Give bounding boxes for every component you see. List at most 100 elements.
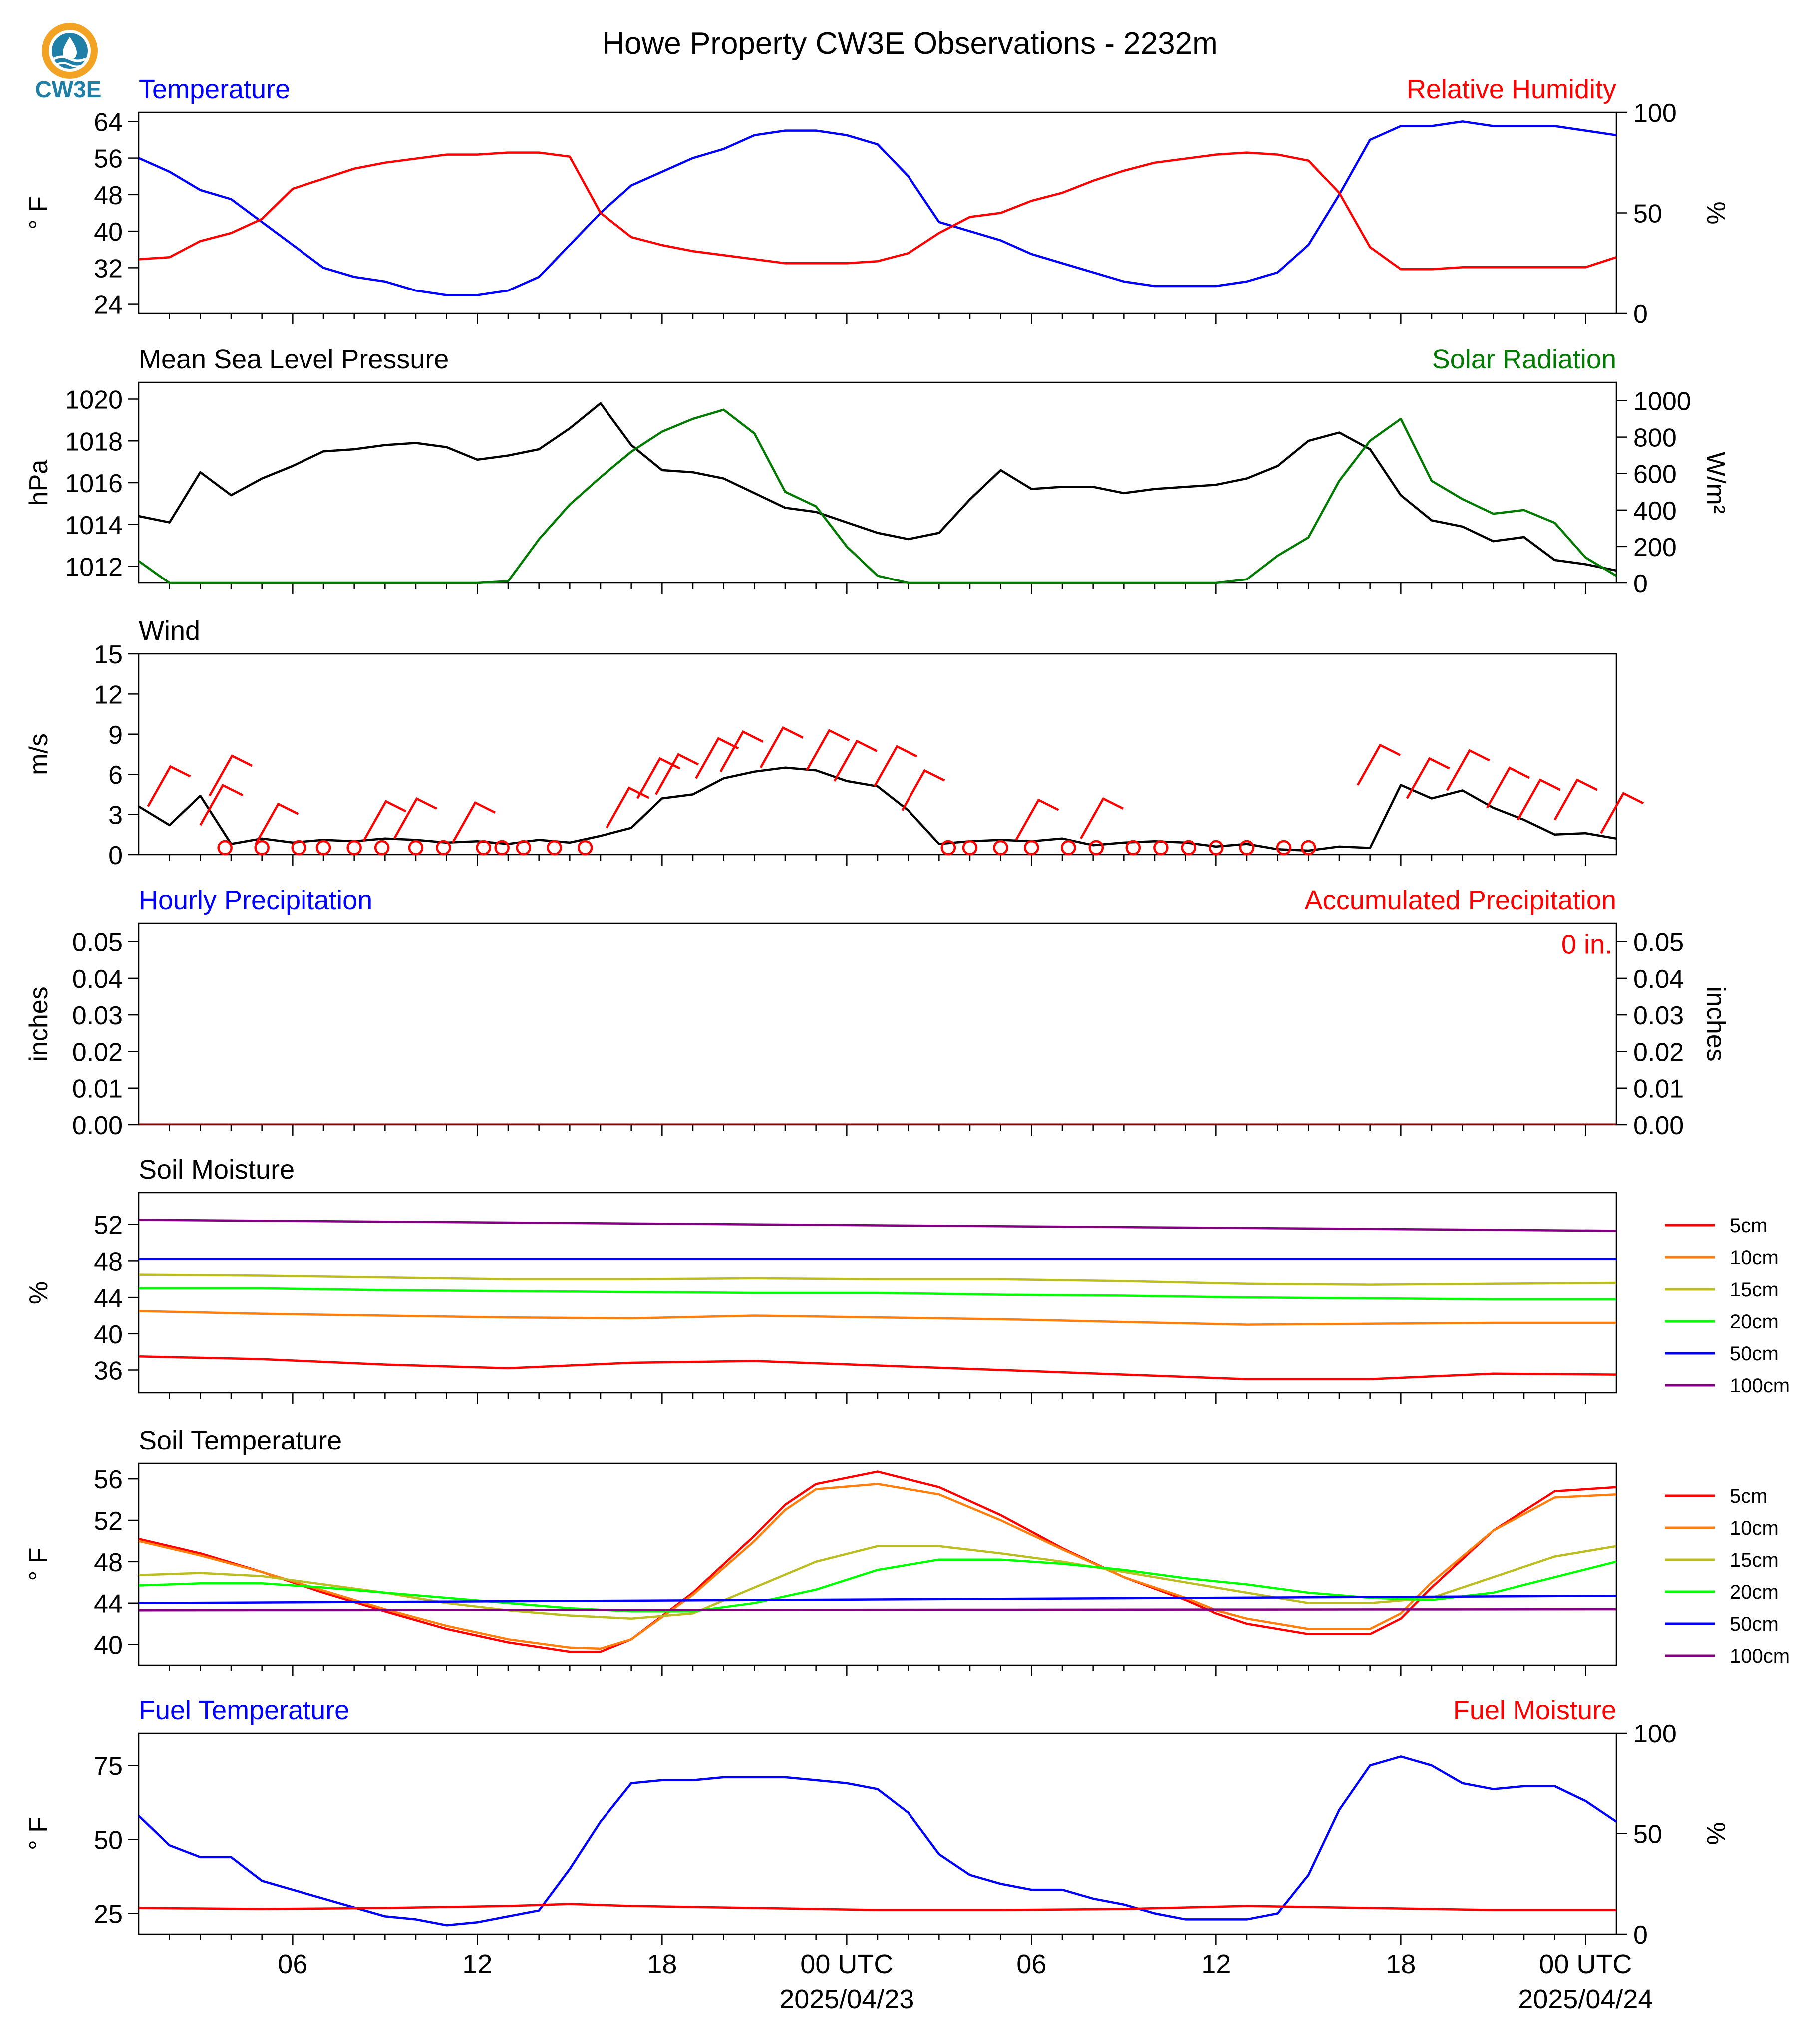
calm-circle [993, 840, 1008, 856]
panel-title-right: Relative Humidity [1407, 74, 1616, 104]
y-tick-label-left: 1016 [65, 469, 123, 498]
series-line-5cm [138, 1470, 1617, 1653]
y-tick-label-left: 48 [94, 1247, 123, 1276]
wind-barb [695, 737, 739, 779]
wind-barb [606, 786, 650, 829]
calm-circle [1209, 840, 1224, 856]
y-tick-label-left: 1014 [65, 511, 123, 540]
y-tick-label-left: 56 [94, 145, 123, 174]
x-tick-label: 00 UTC [800, 1949, 893, 1979]
chart-title: Howe Property CW3E Observations - 2232m [602, 26, 1218, 61]
y-tick-label-right: 0.02 [1633, 1038, 1684, 1067]
series-line-100cm [138, 1608, 1617, 1612]
panel-title-right: Fuel Moisture [1453, 1695, 1616, 1725]
legend-label-100cm: 100cm [1730, 1645, 1790, 1667]
y-tick-label-right: 800 [1633, 424, 1677, 453]
y-tick-label-right: 0 [1633, 1921, 1648, 1950]
wind-barb [806, 729, 850, 771]
y-tick-label-left: 24 [94, 291, 123, 320]
wind-barb [1600, 792, 1644, 834]
calm-circle [940, 840, 956, 856]
y-tick-label-left: 40 [94, 218, 123, 247]
y-tick-label-left: 64 [94, 108, 123, 137]
y-tick-label-left: 1012 [65, 553, 123, 582]
calm-circle [547, 840, 562, 856]
panel-soil_moisture: Soil Moisture 52 48 44 40 36% 5cm 10cm 15cm 20cm 5… [24, 1155, 1790, 1404]
y-tick-label-right: 0.03 [1633, 1001, 1684, 1030]
y-axis-label-left: m/s [24, 733, 53, 775]
y-axis-label-left: ° F [24, 1817, 53, 1850]
x-tick-label: 06 [278, 1949, 307, 1979]
y-tick-label-left: 1020 [65, 386, 123, 415]
calm-circle [577, 840, 593, 856]
series-line [138, 1755, 1617, 1927]
panel-title-left: Wind [139, 616, 200, 646]
legend-label-5cm: 5cm [1730, 1215, 1768, 1237]
wind-barb [393, 797, 437, 839]
calm-circle [494, 840, 510, 856]
y-tick-label-left: 56 [94, 1465, 123, 1494]
y-tick-label-right: 600 [1633, 460, 1677, 489]
wind-barb [1406, 757, 1450, 799]
y-tick-label-right: 0 [1633, 300, 1648, 329]
calm-circle [1276, 840, 1292, 856]
calm-circle [1239, 840, 1255, 856]
panel-title-right: Solar Radiation [1432, 344, 1616, 374]
y-tick-label-left: 15 [94, 640, 123, 669]
y-axis-label-right: % [1701, 1822, 1730, 1845]
y-tick-label-left: 0.02 [72, 1038, 123, 1067]
y-tick-label-left: 48 [94, 181, 123, 210]
y-tick-label-left: 36 [94, 1357, 123, 1386]
series-line [138, 1903, 1616, 1911]
panel-temperature_rh: Temperature Relative Humidity 64 56 48 40 32 24… [24, 74, 1730, 329]
panel-title-left: Soil Temperature [139, 1426, 342, 1455]
panel-title-right: Accumulated Precipitation [1305, 885, 1616, 915]
panel-title-left: Temperature [139, 74, 290, 104]
wind-barb [208, 754, 253, 797]
wind-barb [1486, 766, 1530, 809]
plot-frame [138, 1732, 1617, 1935]
y-tick-label-left: 52 [94, 1507, 123, 1536]
legend-label-50cm: 50cm [1730, 1613, 1779, 1635]
panel-soil_temperature: Soil Temperature 56 52 48 44 40 ° F 5cm 10cm 15cm… [24, 1426, 1790, 1676]
series-line [138, 151, 1617, 271]
panel-title-left: Soil Moisture [139, 1155, 295, 1185]
x-tick-label: 18 [1386, 1949, 1416, 1979]
y-axis-label-right: % [1701, 201, 1730, 224]
y-axis-label-left: inches [24, 986, 53, 1061]
y-tick-label-left: 50 [94, 1826, 123, 1855]
y-tick-label-left: 0 [108, 841, 123, 870]
wind-barb [1553, 778, 1598, 821]
y-tick-label-left: 25 [94, 1900, 123, 1929]
y-tick-label-left: 9 [108, 721, 123, 750]
wind-barb [873, 745, 917, 787]
series-line-5cm [138, 1355, 1617, 1380]
legend-label-100cm: 100cm [1730, 1375, 1790, 1397]
legend-label-10cm: 10cm [1730, 1247, 1779, 1269]
y-tick-label-right: 0.04 [1633, 965, 1684, 994]
legend-label-15cm: 15cm [1730, 1279, 1779, 1301]
calm-circle [476, 840, 491, 856]
cw3e-logo-text: CW3E [35, 76, 102, 102]
calm-circle [346, 840, 362, 856]
panel-precipitation: Hourly Precipitation Accumulated Precipit… [24, 885, 1730, 1140]
y-axis-label-right: W/m² [1701, 452, 1730, 514]
x-date-label: 2025/04/24 [1518, 1984, 1653, 2014]
y-axis-label-right: inches [1701, 986, 1730, 1061]
wind-barb [655, 753, 699, 795]
y-tick-label-left: 1018 [65, 427, 123, 456]
calm-circle [254, 840, 270, 856]
calm-circle [1088, 840, 1104, 856]
y-tick-label-right: 400 [1633, 497, 1677, 526]
y-tick-label-right: 0.05 [1633, 928, 1684, 957]
calm-circle [1024, 840, 1039, 856]
calm-circle [962, 840, 978, 856]
wind-barb [452, 801, 496, 843]
x-tick-label: 12 [462, 1949, 492, 1979]
y-tick-label-right: 0.00 [1633, 1111, 1684, 1140]
series-line-15cm [138, 1273, 1617, 1286]
wind-barb [719, 730, 764, 772]
x-tick-label: 18 [647, 1949, 677, 1979]
calm-circle [516, 840, 532, 856]
y-tick-label-right: 0.01 [1633, 1075, 1684, 1104]
